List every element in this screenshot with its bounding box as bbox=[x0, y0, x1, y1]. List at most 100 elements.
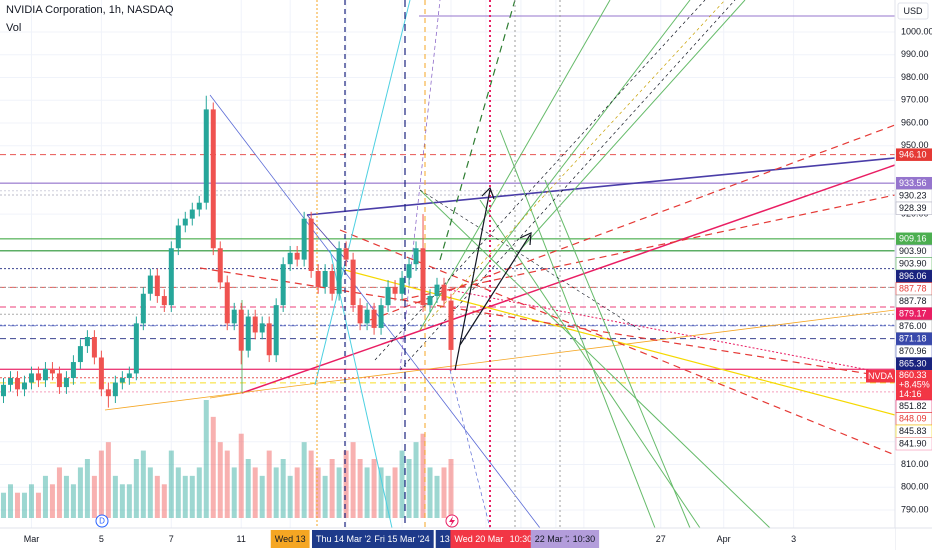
candle-body bbox=[168, 248, 174, 306]
arrow bbox=[459, 232, 532, 346]
trend-line bbox=[199, 267, 896, 379]
candle-body bbox=[77, 346, 83, 363]
candle-body bbox=[126, 373, 132, 378]
trend-line bbox=[479, 199, 701, 529]
candle-body bbox=[273, 305, 279, 356]
volume-bar bbox=[399, 450, 405, 518]
candle-body bbox=[308, 218, 314, 271]
volume-bar bbox=[301, 442, 307, 518]
last-price-box bbox=[896, 370, 932, 401]
trend-line bbox=[339, 229, 896, 456]
candle-body bbox=[259, 323, 265, 333]
candle-body bbox=[420, 248, 426, 306]
price-label: 841.90 bbox=[899, 438, 927, 448]
candle-body bbox=[434, 284, 440, 297]
price-lines bbox=[0, 154, 895, 393]
volume-bar bbox=[245, 459, 251, 518]
candle-body bbox=[245, 316, 251, 351]
time-highlight bbox=[505, 530, 537, 548]
price-label: 903.90 bbox=[899, 258, 927, 268]
trend-line bbox=[419, 189, 641, 331]
volume-bar bbox=[315, 467, 321, 518]
price-label: 865.30 bbox=[899, 358, 927, 368]
price-label: 879.17 bbox=[899, 308, 927, 318]
volume-bar bbox=[28, 484, 34, 518]
volume-bar bbox=[210, 416, 216, 518]
volume-bar bbox=[154, 475, 160, 518]
candle-body bbox=[98, 357, 104, 390]
volume-bar bbox=[406, 459, 412, 518]
x-tick-label: 10:30 bbox=[510, 534, 533, 544]
price-label: 903.90 bbox=[899, 246, 927, 256]
time-highlight bbox=[568, 530, 600, 548]
volume-bar bbox=[329, 459, 335, 518]
volume-bar bbox=[14, 492, 20, 518]
candle-body bbox=[406, 264, 412, 278]
candle-body bbox=[21, 382, 27, 390]
price-label: 909.16 bbox=[899, 233, 927, 243]
price-label: 887.78 bbox=[899, 296, 927, 306]
price-label-box bbox=[896, 148, 932, 161]
x-tick-label: 3 bbox=[791, 534, 796, 544]
time-highlight bbox=[450, 530, 522, 548]
x-tick-label: Apr bbox=[717, 534, 731, 544]
volume-bar bbox=[273, 467, 279, 518]
trend-line bbox=[499, 129, 656, 529]
candle-body bbox=[154, 275, 160, 297]
candle-body bbox=[357, 305, 363, 324]
volume-bar bbox=[84, 459, 90, 518]
candle-body bbox=[315, 271, 321, 287]
price-label: 845.83 bbox=[899, 426, 927, 436]
price-label-box bbox=[895, 437, 932, 451]
candle-body bbox=[329, 271, 335, 294]
candle-body bbox=[189, 209, 195, 219]
trend-line bbox=[449, 289, 896, 376]
candle-body bbox=[252, 316, 258, 333]
trend-line bbox=[399, 194, 896, 301]
price-label-box bbox=[896, 176, 932, 190]
chart-title: NVIDIA Corporation, 1h, NASDAQ bbox=[6, 4, 174, 16]
volume-bar bbox=[294, 467, 300, 518]
symbol-label: NVDA bbox=[868, 371, 893, 381]
candle-body bbox=[196, 202, 202, 210]
candle-body bbox=[133, 323, 139, 374]
candle-body bbox=[371, 309, 377, 328]
volume-bar bbox=[21, 492, 27, 518]
time-highlight bbox=[270, 530, 310, 548]
y-tick-label: 810.00 bbox=[901, 459, 929, 469]
price-label-box bbox=[896, 357, 932, 371]
volume-bar bbox=[441, 467, 447, 518]
volume-bar bbox=[203, 400, 209, 518]
price-label-box bbox=[896, 232, 932, 246]
volume-bar bbox=[175, 467, 181, 518]
candle-body bbox=[161, 296, 167, 306]
price-label-box bbox=[895, 201, 932, 215]
x-tick-label: Fri 15 Mar '24 bbox=[374, 534, 429, 544]
volume-bar bbox=[133, 459, 139, 518]
x-tick-label: 27 bbox=[656, 534, 666, 544]
volume-bar bbox=[119, 484, 125, 518]
trend-line bbox=[241, 164, 896, 394]
trend-line bbox=[459, 0, 691, 301]
volume-bar bbox=[448, 459, 454, 518]
volume-bar bbox=[308, 450, 314, 518]
volume-bar bbox=[35, 492, 41, 518]
candle-body bbox=[140, 293, 146, 324]
candle-body bbox=[203, 109, 209, 203]
candle-body bbox=[210, 109, 216, 249]
price-label-box bbox=[896, 332, 932, 346]
candle-body bbox=[343, 248, 349, 260]
candle-body bbox=[336, 248, 342, 294]
candle-body bbox=[35, 373, 41, 381]
volume-bar bbox=[434, 475, 440, 518]
candle-body bbox=[56, 373, 62, 388]
volume-bar bbox=[371, 459, 377, 518]
candles bbox=[0, 95, 454, 408]
candle-body bbox=[413, 248, 419, 265]
volume-bar bbox=[259, 475, 265, 518]
candle-body bbox=[7, 377, 13, 385]
volume-bar bbox=[105, 442, 111, 518]
volume-bar bbox=[427, 467, 433, 518]
price-label: 946.10 bbox=[899, 149, 927, 159]
